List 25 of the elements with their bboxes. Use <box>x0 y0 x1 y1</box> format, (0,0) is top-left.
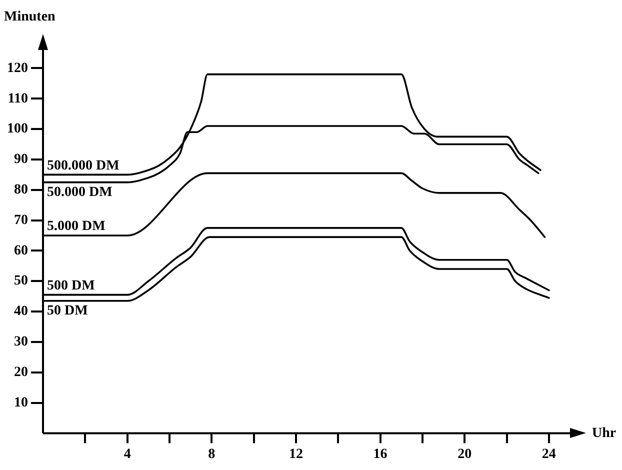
x-tick-label: 20 <box>458 447 472 462</box>
x-tick-label: 8 <box>208 447 216 462</box>
y-tick-label: 20 <box>14 364 28 380</box>
x-tick-label: 24 <box>542 447 556 462</box>
series-label: 500 DM <box>47 278 95 294</box>
x-tick-label: 12 <box>288 447 303 462</box>
y-tick-label: 120 <box>7 60 28 76</box>
series-label: 50.000 DM <box>47 184 112 200</box>
series-label: 50 DM <box>47 304 88 319</box>
series-label: 500.000 DM <box>47 158 120 174</box>
y-tick-label: 60 <box>14 243 28 258</box>
y-tick-label: 10 <box>14 395 28 410</box>
x-axis-title: Uhr <box>592 426 616 441</box>
y-tick-label: 90 <box>14 152 28 168</box>
y-tick-label: 50 <box>14 274 28 289</box>
y-tick-label: 80 <box>14 182 28 198</box>
y-tick-label: 70 <box>14 212 28 228</box>
y-tick-label: 100 <box>7 122 28 137</box>
y-tick-label: 30 <box>14 334 28 350</box>
series-label: 5.000 DM <box>47 219 106 234</box>
y-tick-label: 40 <box>14 304 28 320</box>
y-axis-title: Minuten <box>4 10 56 25</box>
y-tick-label: 110 <box>8 91 28 106</box>
x-tick-label: 16 <box>373 447 388 462</box>
x-tick-label: 4 <box>124 447 131 462</box>
